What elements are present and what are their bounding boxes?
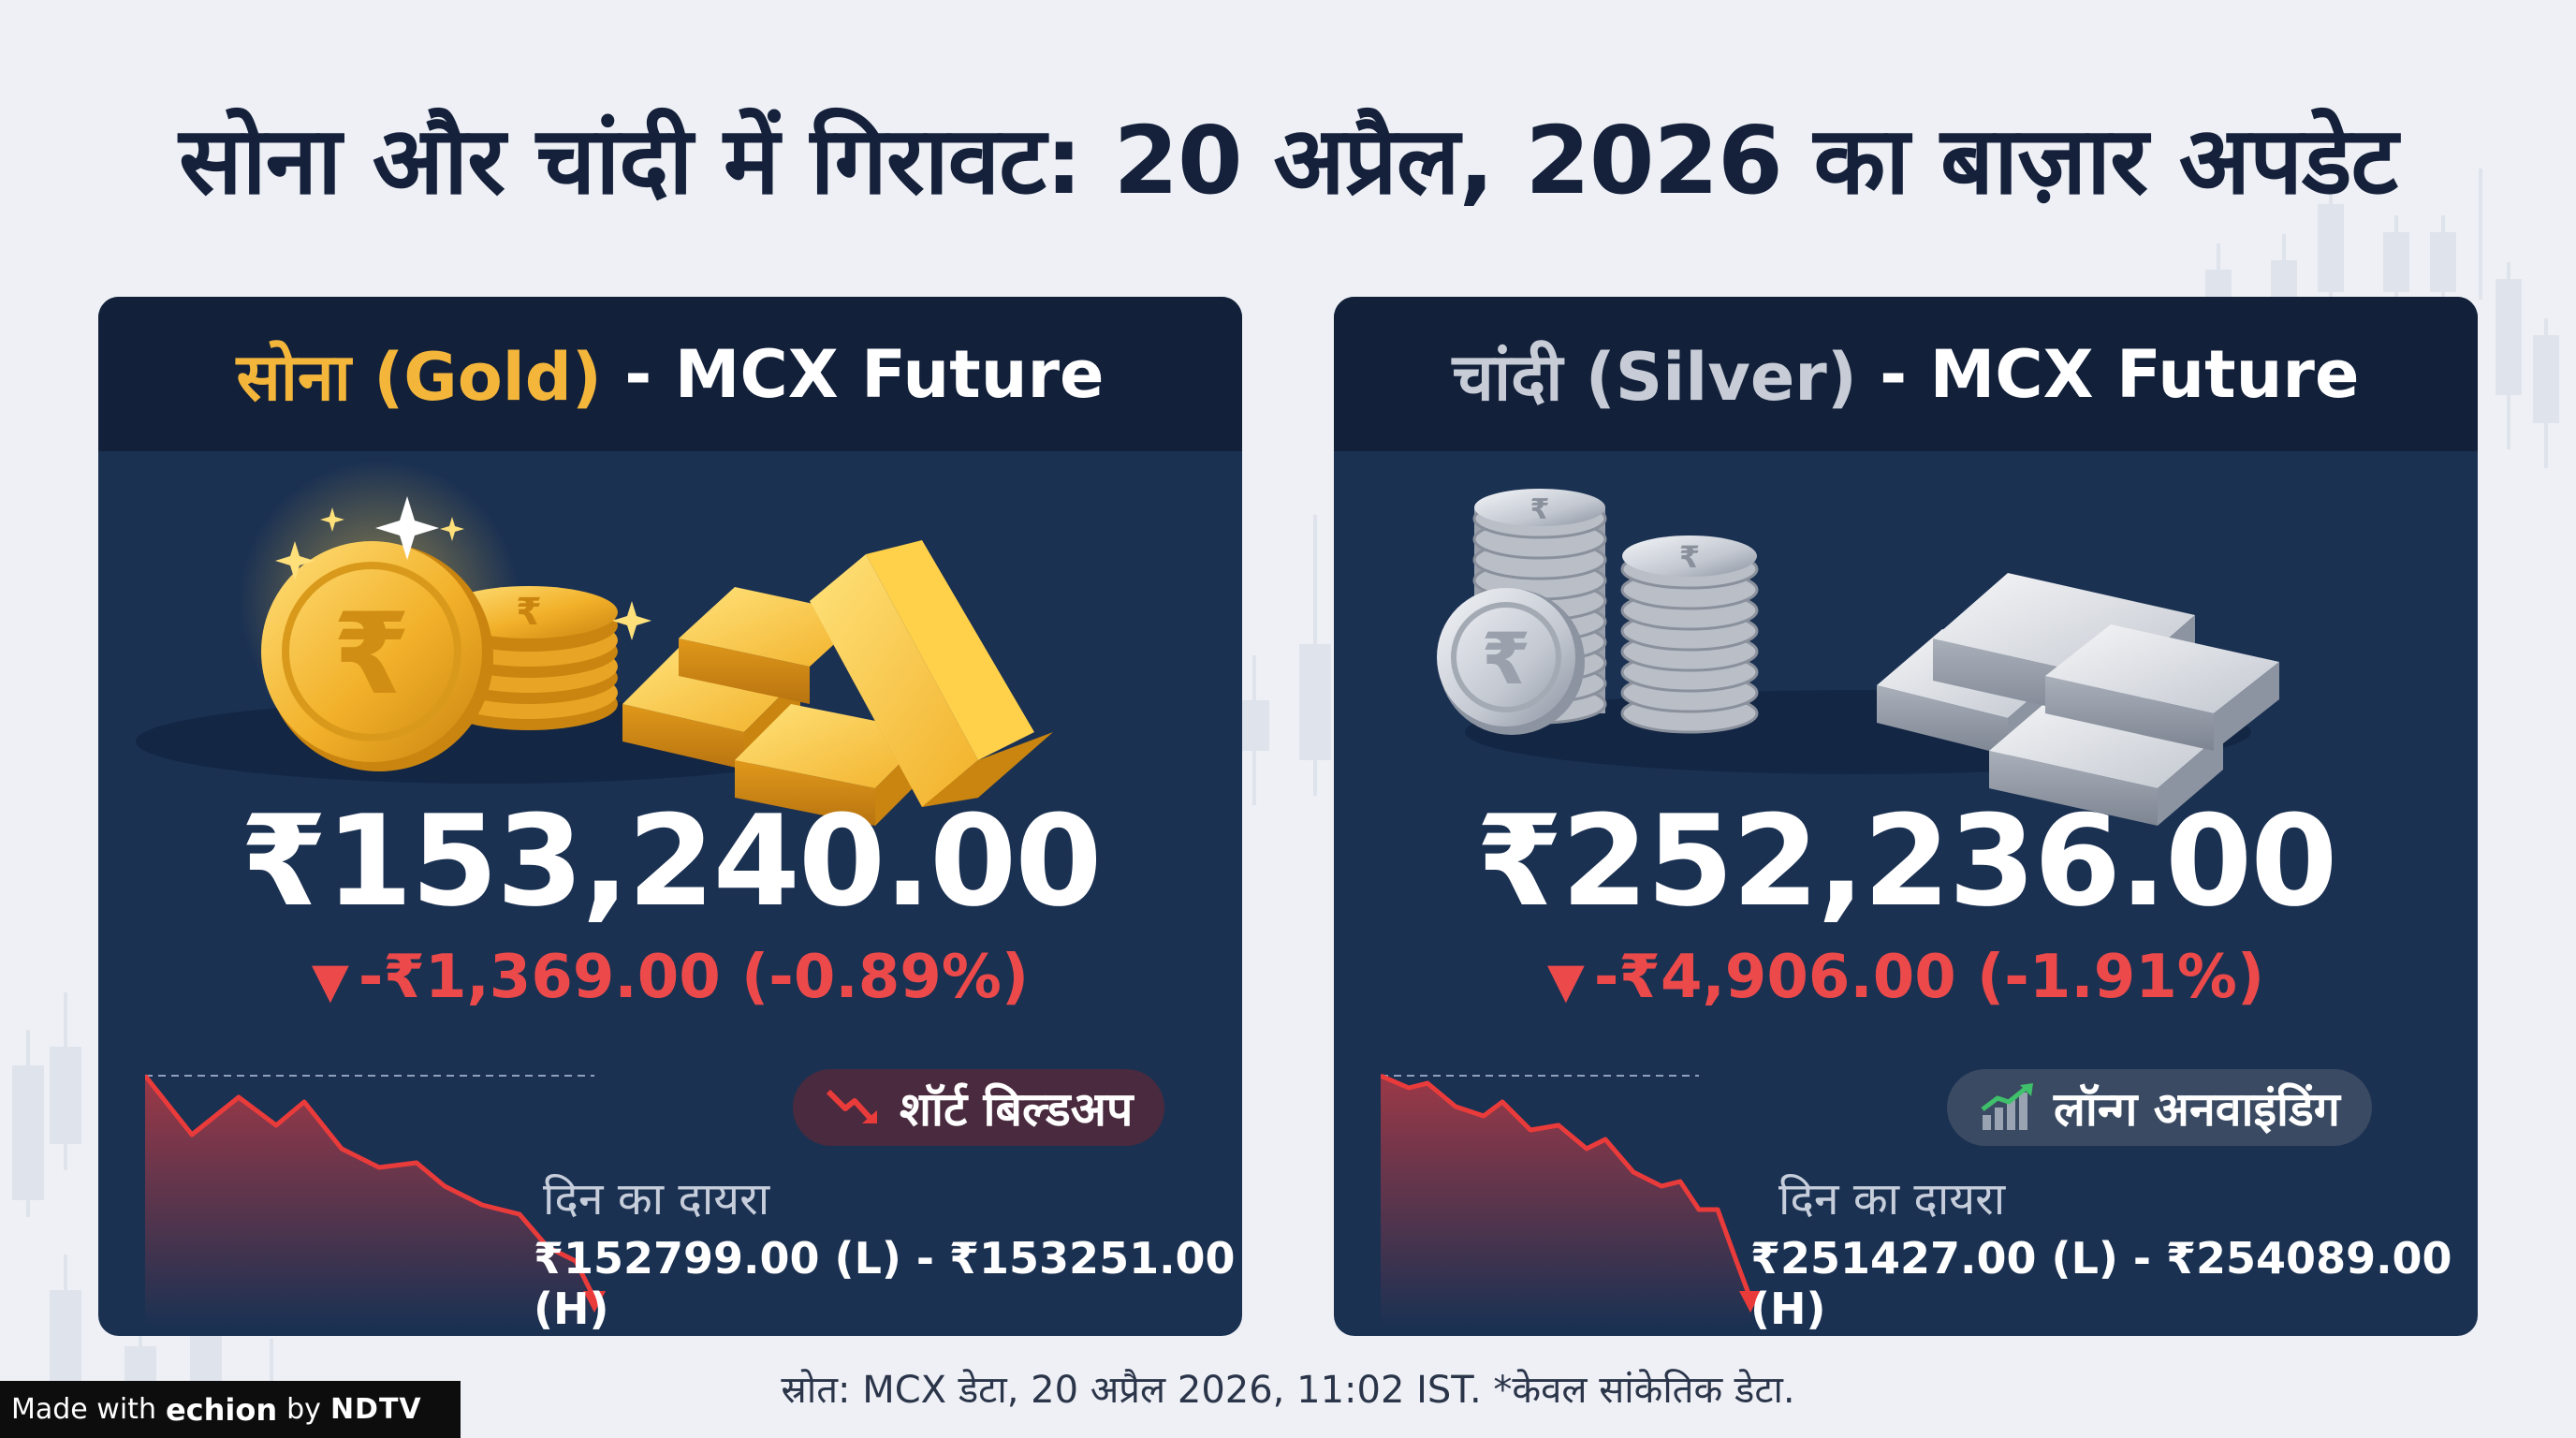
- silver-range-value: ₹251427.00 (L) - ₹254089.00 (H): [1750, 1233, 2452, 1334]
- gold-card: सोना (Gold) - MCX Future: [98, 297, 1242, 1336]
- gold-change-value: -₹1,369.00 (-0.89%): [358, 943, 1030, 1012]
- silver-badge: लॉन्ग अनवाइंडिंग: [1947, 1069, 2372, 1146]
- down-triangle-icon: ▼: [311, 953, 349, 1009]
- silver-price: ₹252,236.00: [1475, 788, 2338, 934]
- echion-logo: echion: [165, 1391, 278, 1428]
- silver-header-rest: - MCX Future: [1856, 335, 2360, 413]
- gold-card-header: सोना (Gold) - MCX Future: [98, 297, 1242, 451]
- svg-text:₹: ₹: [1530, 493, 1550, 526]
- svg-text:₹: ₹: [516, 591, 542, 634]
- gold-header-highlight: सोना (Gold): [236, 338, 602, 416]
- made-with-badge: Made with echion by NDTV: [0, 1381, 461, 1438]
- silver-header-highlight: चांदी (Silver): [1452, 338, 1857, 416]
- gold-badge-label: शॉर्ट बिल्डअप: [900, 1082, 1134, 1137]
- svg-text:₹: ₹: [1679, 539, 1700, 575]
- made-with-prefix: Made with: [11, 1393, 156, 1426]
- gold-range-value: ₹152799.00 (L) - ₹153251.00 (H): [534, 1233, 1236, 1334]
- gold-range-label: दिन का दायरा: [543, 1173, 770, 1225]
- gold-coins-bars-illustration: ₹ ₹: [136, 461, 1053, 826]
- silver-card-header: चांदी (Silver) - MCX Future: [1334, 297, 2478, 451]
- source-footnote: स्रोत: MCX डेटा, 20 अप्रैल 2026, 11:02 I…: [781, 1369, 1795, 1412]
- gold-badge: शॉर्ट बिल्डअप: [793, 1069, 1165, 1146]
- gold-sparkline: [145, 1074, 606, 1327]
- silver-sparkline: [1381, 1073, 1762, 1327]
- ndtv-logo: NDTV: [329, 1393, 422, 1426]
- silver-range-label: दिन का दायरा: [1778, 1173, 2006, 1225]
- page-title: सोना और चांदी में गिरावट: 20 अप्रैल, 202…: [179, 106, 2398, 215]
- svg-text:₹: ₹: [1482, 617, 1531, 700]
- silver-change-value: -₹4,906.00 (-1.91%): [1593, 943, 2265, 1012]
- silver-change: ▼ -₹4,906.00 (-1.91%): [1334, 943, 2478, 1012]
- silver-badge-label: लॉन्ग अनवाइंडिंग: [2054, 1082, 2340, 1137]
- gold-price: ₹153,240.00: [240, 788, 1103, 934]
- silver-card: चांदी (Silver) - MCX Future: [1334, 297, 2478, 1336]
- down-triangle-icon: ▼: [1546, 953, 1585, 1009]
- gold-change: ▼ -₹1,369.00 (-0.89%): [98, 943, 1242, 1012]
- made-with-by: by: [286, 1393, 321, 1426]
- bar-chart-up-icon: [1981, 1083, 2033, 1130]
- gold-header-rest: - MCX Future: [601, 335, 1105, 413]
- trend-down-icon: [826, 1089, 877, 1124]
- silver-coins-bars-illustration: ₹ ₹ ₹: [1437, 489, 2279, 826]
- svg-text:₹: ₹: [332, 590, 411, 720]
